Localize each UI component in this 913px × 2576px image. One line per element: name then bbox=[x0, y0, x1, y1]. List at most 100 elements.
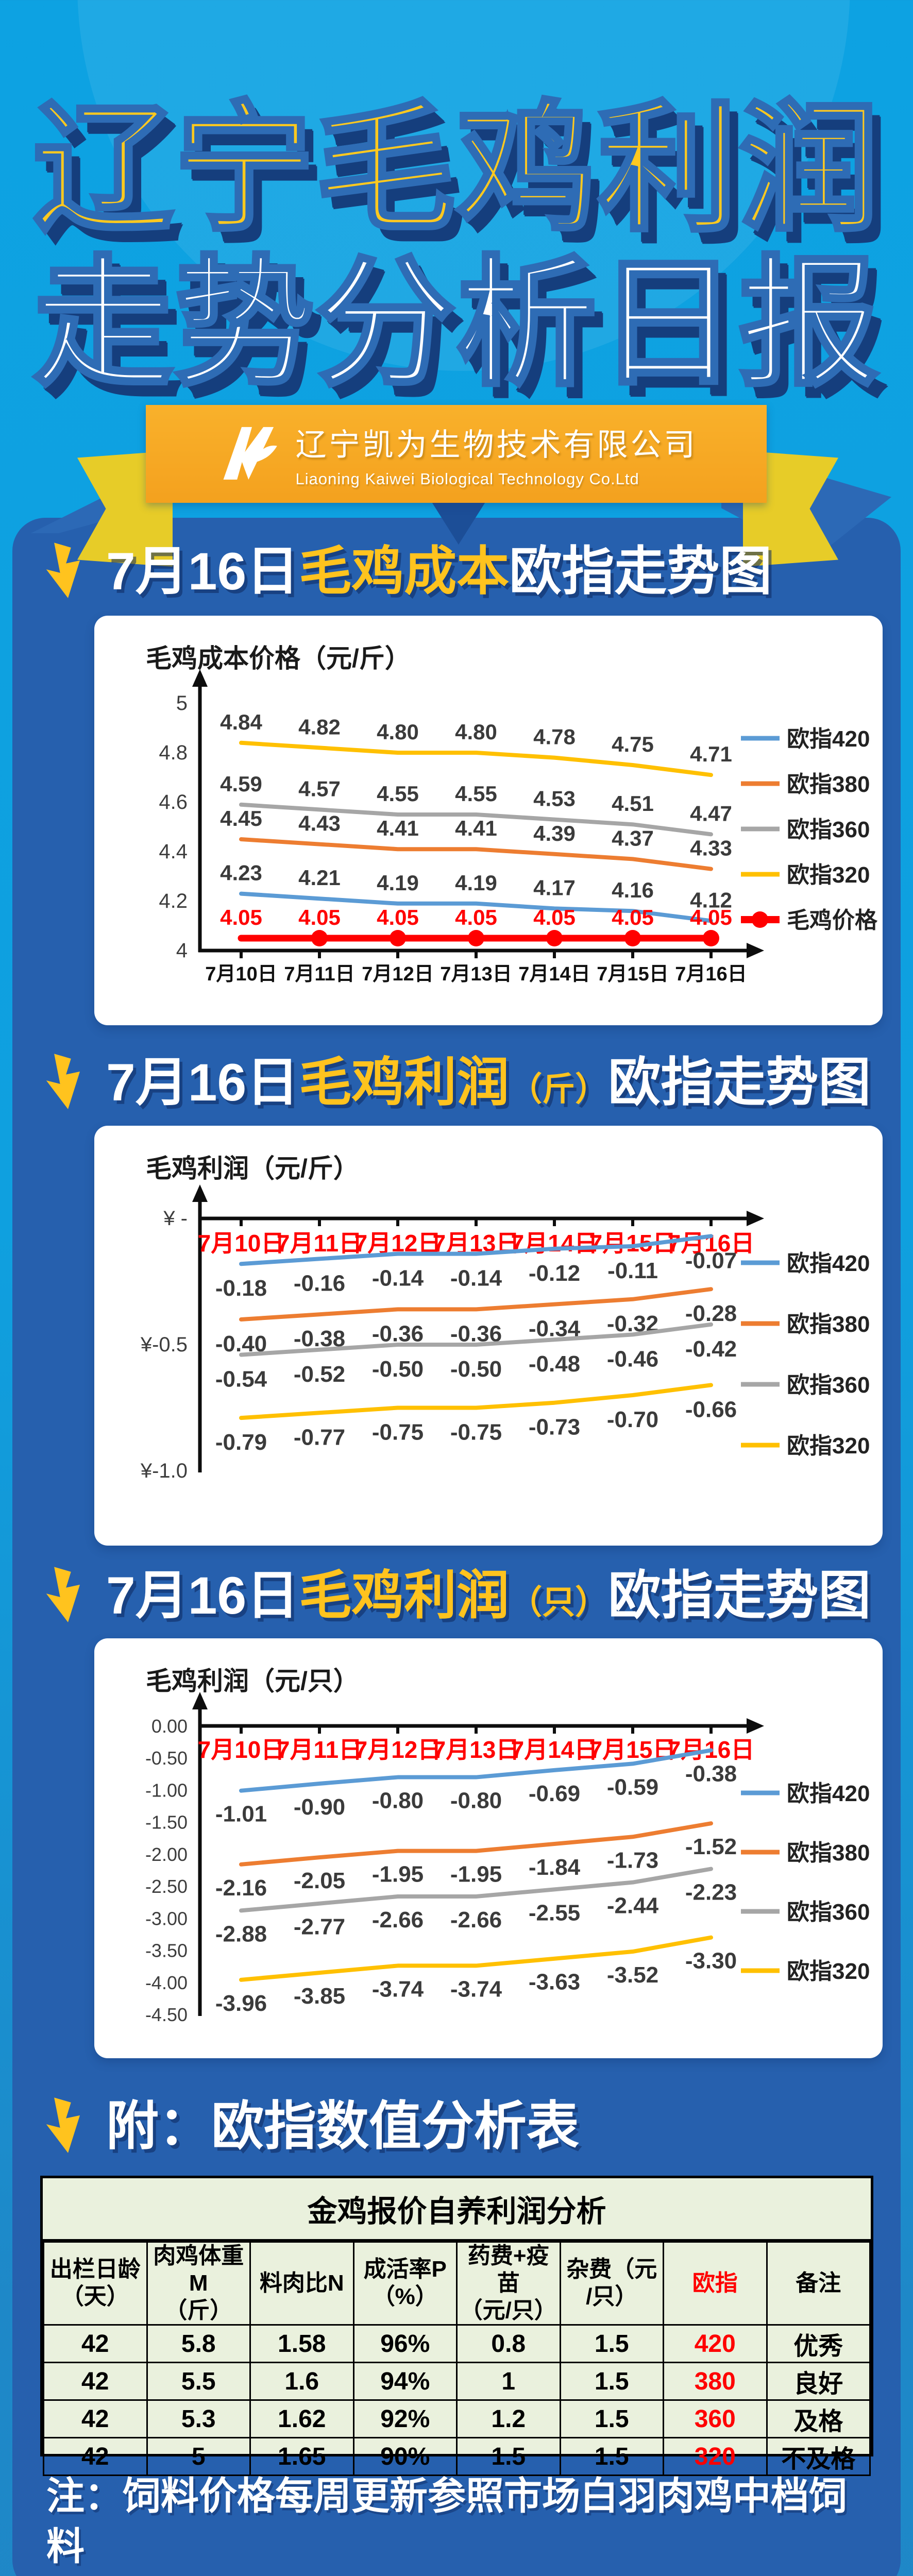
svg-text:4.8: 4.8 bbox=[159, 741, 188, 764]
svg-text:4: 4 bbox=[176, 939, 188, 962]
table-header-row: 出栏日龄 （天） 肉鸡体重M （斤） 料肉比N 成活率P （%） 药费+疫苗 （元/只） 杂费（元… bbox=[43, 2241, 871, 2326]
table-cell: 1.62 bbox=[249, 2399, 354, 2439]
svg-text:-0.46: -0.46 bbox=[607, 1346, 658, 1371]
arrow-icon bbox=[46, 2097, 80, 2154]
table-cell: 5.5 bbox=[146, 2362, 251, 2401]
table-cell: 42 bbox=[43, 2399, 148, 2439]
table-cell: 320 bbox=[663, 2437, 768, 2477]
section-date: 7月16日 bbox=[106, 542, 299, 601]
svg-text:-0.11: -0.11 bbox=[607, 1258, 658, 1283]
svg-text:0.00: 0.00 bbox=[151, 1716, 188, 1737]
svg-text:欧指360: 欧指360 bbox=[787, 1900, 870, 1925]
table-cell: 1.6 bbox=[249, 2362, 354, 2401]
table-cell: 1.5 bbox=[559, 2437, 664, 2477]
table-cell: 1 bbox=[456, 2362, 561, 2401]
svg-text:-4.00: -4.00 bbox=[145, 1972, 188, 1993]
cost-chart: 毛鸡成本价格（元/斤） 5 4.8 4.6 4.4 4.2 4 7月10日 7月11日 7月12日… bbox=[146, 644, 878, 985]
svg-text:-3.50: -3.50 bbox=[145, 1940, 188, 1961]
section-title: 7月16日毛鸡利润（只）欧指走势图 bbox=[106, 1564, 871, 1627]
svg-text:-3.00: -3.00 bbox=[145, 1908, 188, 1929]
svg-text:-1.50: -1.50 bbox=[145, 1812, 188, 1833]
svg-text:4.19: 4.19 bbox=[377, 871, 419, 895]
svg-text:-2.00: -2.00 bbox=[145, 1844, 188, 1865]
svg-text:毛鸡利润（元/斤）: 毛鸡利润（元/斤） bbox=[146, 1154, 359, 1183]
svg-text:4.05: 4.05 bbox=[377, 905, 419, 929]
svg-text:-0.18: -0.18 bbox=[215, 1276, 267, 1301]
company-banner: 辽宁凯为生物技术有限公司 Liaoning Kaiwei Biological … bbox=[146, 405, 767, 503]
svg-text:-2.55: -2.55 bbox=[529, 1900, 580, 1925]
section-title: 7月16日毛鸡成本欧指走势图 bbox=[106, 540, 772, 603]
table-cell: 及格 bbox=[766, 2399, 871, 2439]
svg-text:-1.00: -1.00 bbox=[145, 1780, 188, 1801]
svg-text:-3.63: -3.63 bbox=[529, 1970, 580, 1995]
svg-text:7月10日: 7月10日 bbox=[205, 963, 277, 985]
section-highlight: 毛鸡利润 bbox=[299, 1053, 510, 1112]
table-cell: 42 bbox=[43, 2362, 148, 2401]
svg-text:-0.70: -0.70 bbox=[607, 1407, 658, 1432]
svg-text:4.05: 4.05 bbox=[690, 905, 732, 929]
svg-text:7月11日: 7月11日 bbox=[277, 1230, 362, 1257]
page-title-line-2: 走势分析日报 bbox=[31, 245, 881, 402]
svg-text:-2.88: -2.88 bbox=[215, 1921, 267, 1946]
svg-text:-0.16: -0.16 bbox=[294, 1270, 345, 1296]
table-cell: 优秀 bbox=[766, 2324, 871, 2364]
svg-text:-0.79: -0.79 bbox=[215, 1430, 267, 1455]
section-highlight: 毛鸡利润 bbox=[299, 1566, 510, 1625]
svg-text:4.12: 4.12 bbox=[690, 888, 732, 912]
svg-text:7月16日: 7月16日 bbox=[675, 963, 747, 985]
svg-text:欧指380: 欧指380 bbox=[787, 1840, 870, 1866]
svg-text:4.37: 4.37 bbox=[612, 826, 654, 850]
column-header: 备注 bbox=[766, 2241, 871, 2326]
company-name-en: Liaoning Kaiwei Biological Technology Co… bbox=[295, 469, 639, 488]
svg-text:4.59: 4.59 bbox=[220, 772, 262, 796]
svg-text:4.4: 4.4 bbox=[159, 840, 188, 863]
arrow-icon bbox=[46, 1054, 80, 1110]
svg-text:4.47: 4.47 bbox=[690, 801, 732, 825]
section-header-table: 附：欧指数值分析表 bbox=[43, 2095, 579, 2158]
svg-text:4.33: 4.33 bbox=[690, 836, 732, 860]
column-header: 欧指 bbox=[663, 2241, 768, 2326]
table-cell: 360 bbox=[663, 2399, 768, 2439]
svg-text:4.21: 4.21 bbox=[298, 866, 341, 890]
svg-text:毛鸡价格: 毛鸡价格 bbox=[787, 908, 878, 933]
column-header: 肉鸡体重M （斤） bbox=[146, 2241, 251, 2326]
svg-text:-0.14: -0.14 bbox=[372, 1266, 424, 1291]
table-cell: 94% bbox=[352, 2362, 458, 2401]
table-cell: 380 bbox=[663, 2362, 768, 2401]
svg-text:4.75: 4.75 bbox=[612, 732, 654, 756]
svg-text:欧指360: 欧指360 bbox=[787, 817, 870, 842]
section-suffix: 欧指走势图 bbox=[509, 542, 772, 601]
svg-text:¥ -: ¥ - bbox=[163, 1207, 188, 1230]
svg-text:-0.80: -0.80 bbox=[450, 1788, 502, 1814]
svg-text:欧指320: 欧指320 bbox=[787, 862, 870, 888]
svg-text:欧指420: 欧指420 bbox=[787, 1781, 870, 1806]
svg-text:-3.74: -3.74 bbox=[450, 1976, 502, 2002]
svg-text:7月10日: 7月10日 bbox=[198, 1736, 285, 1763]
svg-text:-2.50: -2.50 bbox=[145, 1876, 188, 1897]
svg-text:-0.50: -0.50 bbox=[145, 1748, 188, 1769]
section-unit: （只） bbox=[509, 1584, 608, 1621]
svg-text:7月11日: 7月11日 bbox=[277, 1736, 362, 1763]
note-line-2: 价格，雏价和毛鸡价参照金鸡报价沈阳高价。 bbox=[46, 2572, 871, 2576]
svg-text:毛鸡利润（元/只）: 毛鸡利润（元/只） bbox=[146, 1667, 359, 1696]
table-row: 42 5 1.65 90% 1.5 1.5 320 不及格 bbox=[43, 2437, 871, 2477]
section-suffix: 欧指走势图 bbox=[608, 1566, 871, 1625]
table-card: 金鸡报价自养利润分析 出栏日龄 （天） 肉鸡体重M （斤） 料肉比N 成活率P （%） 药费+… bbox=[40, 2176, 873, 2477]
svg-text:4.45: 4.45 bbox=[220, 806, 262, 831]
table-cell: 1.5 bbox=[559, 2362, 664, 2401]
svg-text:-2.66: -2.66 bbox=[372, 1907, 424, 1933]
arrow-icon bbox=[46, 543, 80, 599]
svg-text:-0.52: -0.52 bbox=[294, 1362, 345, 1387]
svg-text:7月12日: 7月12日 bbox=[354, 1736, 442, 1763]
svg-text:-0.59: -0.59 bbox=[607, 1774, 658, 1800]
svg-text:-4.50: -4.50 bbox=[145, 2004, 188, 2025]
column-header: 料肉比N bbox=[249, 2241, 354, 2326]
svg-text:欧指320: 欧指320 bbox=[787, 1433, 870, 1459]
svg-text:-2.77: -2.77 bbox=[294, 1914, 345, 1940]
svg-text:-1.52: -1.52 bbox=[685, 1834, 737, 1859]
svg-text:4.41: 4.41 bbox=[455, 816, 497, 840]
svg-text:欧指420: 欧指420 bbox=[787, 726, 870, 752]
svg-text:-2.23: -2.23 bbox=[685, 1880, 737, 1905]
svg-text:-0.75: -0.75 bbox=[450, 1420, 502, 1445]
svg-text:4.39: 4.39 bbox=[533, 821, 576, 845]
